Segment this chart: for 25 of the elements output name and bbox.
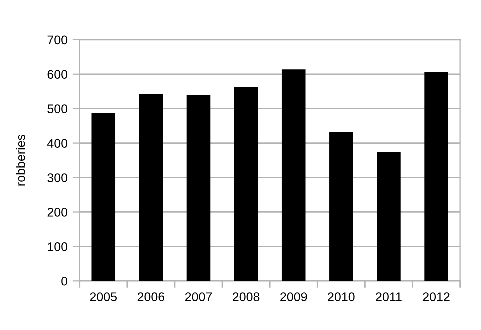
x-tick-label: 2006 <box>138 292 165 302</box>
bar <box>92 113 116 282</box>
x-tick-label: 2011 <box>376 292 402 302</box>
y-tick-label: 0 <box>62 276 68 286</box>
y-tick-label: 600 <box>48 70 68 80</box>
x-tick-label: 2007 <box>185 292 212 302</box>
x-tick-label: 2008 <box>233 292 260 302</box>
bar <box>424 72 448 282</box>
y-tick-label: 500 <box>48 104 68 114</box>
bar <box>234 87 258 282</box>
y-tick-label: 200 <box>48 208 68 217</box>
x-tick-label: 2012 <box>423 292 450 302</box>
y-tick-label: 300 <box>48 174 68 182</box>
y-tick-label: 100 <box>48 242 68 252</box>
bar <box>282 70 306 282</box>
y-tick-label: 700 <box>48 36 68 45</box>
y-tick-label: 400 <box>47 139 68 148</box>
bar <box>186 95 211 282</box>
bar <box>330 132 354 282</box>
x-tick-label: 2009 <box>280 292 308 302</box>
bar <box>377 152 401 282</box>
bar <box>139 94 164 282</box>
x-tick-label: 2010 <box>328 292 355 302</box>
y-axis-title: robberies <box>16 134 26 186</box>
x-tick-label: 2005 <box>90 292 118 302</box>
